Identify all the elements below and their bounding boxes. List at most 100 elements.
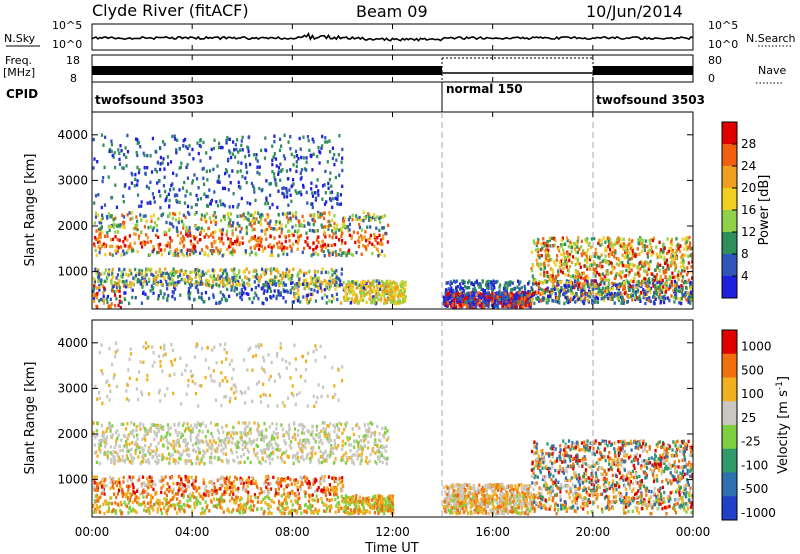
power-echo-cell <box>608 281 611 286</box>
velocity-echo-cell <box>328 455 331 459</box>
power-echo-cell <box>123 291 126 295</box>
power-echo-cell <box>516 285 519 289</box>
power-echo-cell <box>199 139 202 143</box>
power-echo-cell <box>458 302 461 307</box>
power-echo-cell <box>287 217 290 221</box>
power-echo-cell <box>132 276 135 280</box>
power-echo-cell <box>118 294 122 299</box>
power-echo-cell <box>200 217 203 221</box>
power-echo-cell <box>308 245 311 250</box>
power-echo-cell <box>210 232 213 236</box>
power-echo-cell <box>227 188 230 192</box>
power-echo-cell <box>479 304 482 308</box>
nsky-left-tick-bottom: 10^0 <box>52 38 82 51</box>
power-echo-cell <box>264 218 267 222</box>
power-echo-cell <box>189 248 192 253</box>
power-echo-cell <box>348 233 351 237</box>
power-echo-cell <box>680 301 683 306</box>
power-echo-cell <box>275 296 278 301</box>
power-echo-cell <box>564 260 567 264</box>
power-echo-cell <box>98 235 101 239</box>
power-echo-cell <box>242 270 245 274</box>
power-echo-cell <box>129 244 132 248</box>
power-echo-cell <box>220 297 223 301</box>
power-echo-cell <box>639 297 642 301</box>
velocity-echo-cell <box>690 463 693 467</box>
power-echo-cell <box>150 284 153 288</box>
power-echo-cell <box>349 301 353 305</box>
velocity-echo-cell <box>312 394 315 398</box>
power-echo-cell <box>122 249 125 253</box>
power-echo-cell <box>315 184 318 189</box>
power-echo-cell <box>240 143 243 148</box>
power-echo-cell <box>687 270 690 275</box>
power-echo-cell <box>653 293 656 298</box>
power-echo-cell <box>617 236 620 240</box>
power-echo-cell <box>246 281 249 286</box>
power-echo-cell <box>480 293 484 297</box>
power-echo-cell <box>247 292 250 296</box>
power-echo-cell <box>269 243 272 247</box>
power-echo-cell <box>202 272 206 277</box>
power-echo-cell <box>356 280 359 284</box>
power-echo-cell <box>301 250 304 254</box>
power-echo-cell <box>305 156 308 160</box>
power-echo-cell <box>324 136 327 140</box>
power-echo-cell <box>515 300 518 305</box>
power-echo-cell <box>675 248 678 252</box>
power-echo-cell <box>186 234 189 238</box>
power-echo-cell <box>551 274 554 278</box>
power-echo-cell <box>568 253 571 257</box>
power-echo-cell <box>127 273 130 278</box>
power-echo-cell <box>651 281 654 286</box>
power-echo-cell <box>563 251 566 255</box>
power-echo-cell <box>222 202 225 206</box>
velocity-echo-cell <box>237 489 240 493</box>
power-echo-cell <box>515 292 518 296</box>
power-echo-cell <box>327 270 330 275</box>
power-echo-cell <box>92 289 95 293</box>
power-echo-cell <box>445 298 448 302</box>
power-echo-cell <box>248 270 251 274</box>
power-echo-cell <box>181 186 185 190</box>
power-echo-cell <box>316 278 320 283</box>
power-echo-cell <box>655 252 658 257</box>
power-echo-cell <box>631 289 634 293</box>
power-echo-cell <box>156 181 159 185</box>
power-echo-cell <box>321 267 324 271</box>
power-echo-cell <box>232 205 235 209</box>
power-echo-cell <box>634 254 637 258</box>
power-echo-cell <box>240 214 243 218</box>
power-echo-cell <box>507 298 511 302</box>
power-echo-cell <box>286 252 289 257</box>
power-echo-cell <box>660 255 663 259</box>
power-echo-cell <box>617 272 620 277</box>
power-echo-cell <box>455 279 458 283</box>
power-echo-cell <box>179 269 182 273</box>
power-echo-cell <box>331 218 334 222</box>
power-echo-cell <box>681 253 684 257</box>
power-echo-cell <box>164 271 167 276</box>
power-echo-cell <box>638 295 641 299</box>
power-echo-cell <box>235 281 238 286</box>
power-echo-cell <box>397 288 400 293</box>
power-echo-cell <box>331 146 334 150</box>
power-echo-cell <box>164 189 167 194</box>
power-echo-cell <box>348 228 351 232</box>
power-echo-cell <box>245 231 248 236</box>
power-echo-cell <box>263 289 266 293</box>
power-echo-cell <box>324 270 327 274</box>
power-echo-cell <box>308 269 311 273</box>
power-echo-cell <box>283 246 286 250</box>
power-echo-cell <box>130 181 133 185</box>
power-echo-cell <box>98 240 101 244</box>
power-echo-cell <box>240 226 243 231</box>
power-echo-cell <box>532 281 535 285</box>
velocity-echo-cell <box>264 459 267 464</box>
power-echo-cell <box>167 276 170 280</box>
power-echo-cell <box>381 283 384 287</box>
velocity-echo-cell <box>144 341 148 345</box>
power-echo-cell <box>336 297 339 302</box>
power-echo-cell <box>679 244 682 248</box>
power-echo-cell <box>93 284 96 288</box>
